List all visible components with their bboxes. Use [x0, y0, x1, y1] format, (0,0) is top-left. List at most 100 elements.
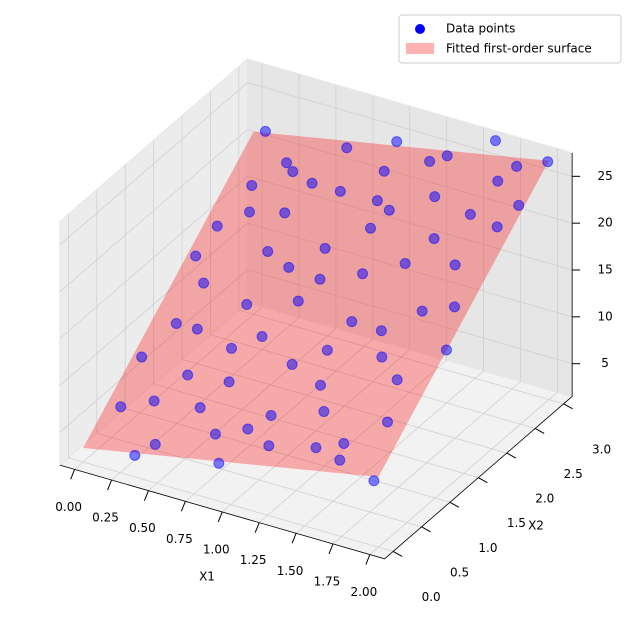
y-tick-label: 0.0	[422, 590, 441, 604]
data-point	[318, 406, 330, 418]
x-tick-label: 1.25	[240, 553, 267, 567]
data-point	[376, 351, 388, 363]
data-point	[265, 410, 277, 422]
y-tick-label: 0.5	[450, 565, 469, 579]
data-point	[441, 150, 453, 162]
data-point	[428, 233, 440, 245]
x-tick-label: 2.00	[351, 585, 378, 599]
data-point	[391, 136, 403, 148]
data-point	[256, 331, 268, 343]
data-point	[223, 376, 235, 388]
grid-line	[210, 334, 536, 429]
z-tick-label: 10	[597, 309, 612, 323]
grid-line	[68, 457, 394, 552]
data-point	[334, 185, 346, 197]
grid-line	[59, 129, 248, 293]
data-point	[241, 298, 253, 310]
data-point	[283, 261, 295, 273]
data-point	[449, 259, 461, 271]
data-point	[429, 191, 441, 203]
data-point	[315, 379, 327, 391]
grid-line	[96, 432, 422, 528]
data-point	[319, 242, 331, 254]
data-point	[378, 165, 390, 177]
grid-line	[247, 269, 573, 365]
legend: Data points Fitted first-order surface	[398, 14, 622, 64]
data-point	[368, 475, 380, 487]
data-point	[286, 358, 298, 370]
grid-line	[181, 358, 507, 454]
tick-mark	[107, 479, 113, 491]
x-tick-label: 1.75	[314, 574, 341, 588]
data-point	[489, 135, 501, 147]
data-point	[115, 401, 127, 413]
data-point	[341, 142, 353, 154]
data-point	[464, 208, 476, 220]
tick-mark	[506, 452, 517, 459]
data-point	[149, 438, 161, 450]
data-point	[225, 342, 237, 354]
z-tick-label: 5	[601, 356, 609, 370]
data-point	[246, 180, 258, 192]
data-point	[198, 277, 210, 289]
data-point	[279, 207, 291, 219]
y-tick-label: 1.5	[507, 516, 526, 530]
x-axis-label: X1	[199, 570, 215, 584]
data-point	[310, 442, 322, 454]
x-axis-line	[59, 464, 385, 560]
tick-mark	[421, 526, 431, 533]
data-point	[492, 175, 504, 187]
data-point	[338, 438, 350, 450]
legend-marker	[415, 24, 425, 34]
data-point	[148, 395, 160, 407]
grid-line	[238, 309, 564, 405]
data-point	[242, 423, 254, 435]
data-point	[191, 323, 203, 335]
data-point	[381, 416, 393, 428]
data-point	[263, 440, 275, 452]
data-point	[321, 344, 333, 356]
tick-mark	[291, 533, 297, 544]
data-point	[209, 428, 221, 440]
data-point	[292, 295, 304, 307]
grid-line	[153, 383, 479, 479]
data-point	[211, 220, 223, 232]
data-point	[334, 454, 346, 466]
x-tick-label: 1.00	[203, 542, 230, 556]
data-point	[129, 449, 141, 461]
data-point	[391, 374, 403, 386]
y-tick-label: 3.0	[592, 442, 611, 456]
tick-mark	[143, 490, 149, 501]
tick-mark	[392, 551, 403, 557]
data-point	[491, 221, 503, 233]
tick-mark	[534, 428, 545, 434]
grid-line	[125, 408, 451, 503]
z-tick-label: 25	[597, 169, 612, 183]
grid-line	[59, 82, 248, 246]
y-tick-label: 2.0	[535, 492, 554, 506]
data-point	[170, 317, 182, 329]
data-point	[371, 195, 383, 207]
data-point	[449, 301, 461, 313]
grid-line	[247, 82, 573, 177]
x-tick-label: 1.50	[277, 564, 304, 578]
data-point	[262, 245, 274, 257]
tick-mark	[365, 554, 371, 565]
data-point	[182, 369, 194, 381]
data-point	[399, 258, 411, 270]
grid-line	[247, 222, 573, 318]
data-point	[511, 160, 523, 172]
data-point	[243, 206, 255, 218]
grid-line	[59, 222, 248, 386]
data-point	[542, 156, 554, 168]
y-tick-label: 1.0	[478, 541, 497, 555]
data-point	[416, 305, 428, 317]
legend-marker	[406, 43, 434, 54]
tick-mark	[478, 477, 488, 484]
data-point	[281, 157, 293, 169]
x-tick-label: 0.50	[129, 521, 156, 535]
data-point	[383, 204, 395, 216]
tick-mark	[563, 403, 573, 410]
y-axis-label: X2	[528, 519, 544, 533]
